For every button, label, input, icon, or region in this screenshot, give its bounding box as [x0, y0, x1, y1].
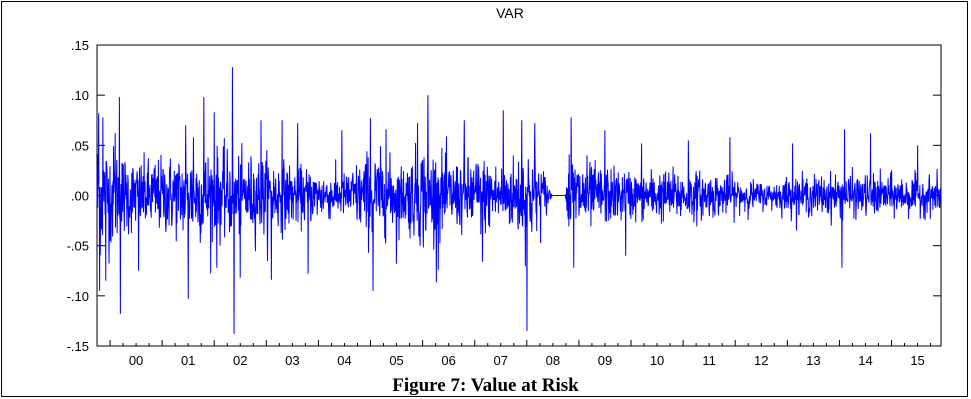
var-series-line [96, 67, 942, 334]
x-tick-label: 10 [650, 353, 664, 368]
x-tick-label: 08 [546, 353, 560, 368]
x-tick-label: 15 [910, 353, 924, 368]
x-tick-label: 03 [285, 353, 299, 368]
y-tick-label: -.10 [67, 289, 89, 304]
y-tick-label: .10 [71, 88, 89, 103]
y-tick-label: -.05 [67, 239, 89, 254]
x-tick-label: 05 [389, 353, 403, 368]
x-tick-label: 07 [494, 353, 508, 368]
x-tick-label: 00 [129, 353, 143, 368]
y-tick-label: .05 [71, 138, 89, 153]
x-tick-label: 06 [441, 353, 455, 368]
x-tick-label: 09 [598, 353, 612, 368]
x-tick-label: 13 [806, 353, 820, 368]
y-tick-label: -.15 [67, 339, 89, 354]
y-tick-label: .15 [71, 38, 89, 53]
x-tick-label: 12 [754, 353, 768, 368]
x-tick-label: 01 [181, 353, 195, 368]
y-tick-label: .00 [71, 189, 89, 204]
figure-caption: Figure 7: Value at Risk [392, 375, 579, 396]
x-tick-label: 11 [702, 353, 716, 368]
chart-title: VAR [496, 5, 524, 21]
series-layer [96, 67, 942, 334]
x-tick-label: 04 [337, 353, 351, 368]
y-axis: .15 .10 .05 .00 -.05 -.10 -.15 [67, 38, 941, 354]
x-tick-label: 02 [233, 353, 247, 368]
x-tick-label: 14 [858, 353, 872, 368]
x-axis: 00 01 02 03 04 05 06 07 08 09 10 11 12 13 14 15 [109, 340, 932, 368]
